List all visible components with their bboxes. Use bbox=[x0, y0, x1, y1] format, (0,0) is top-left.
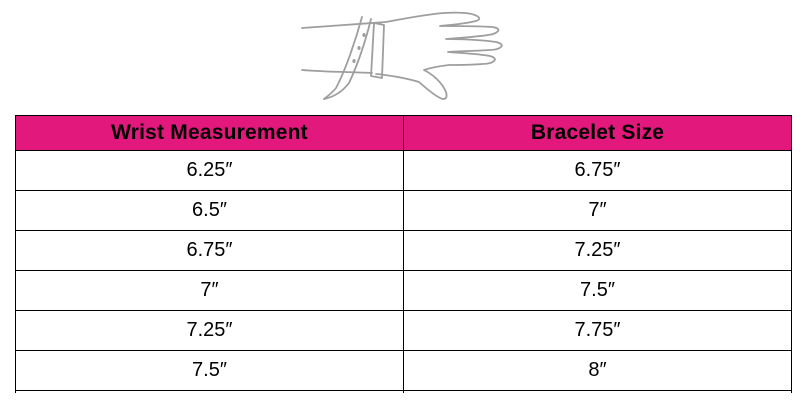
bracelet-size-table: Wrist Measurement Bracelet Size 6.25″ 6.… bbox=[15, 115, 792, 393]
bracelet-size-cell: 7.25″ bbox=[403, 230, 792, 271]
table-row: 6.5″ 7″ bbox=[15, 190, 792, 231]
table-header-row: Wrist Measurement Bracelet Size bbox=[15, 115, 792, 151]
bracelet-size-cell: 7.5″ bbox=[403, 270, 792, 311]
arm-outline bbox=[301, 21, 387, 74]
bracelet-size-cell: 6.75″ bbox=[403, 150, 792, 191]
hand-icon bbox=[375, 11, 503, 100]
bracelet-size-cell bbox=[403, 390, 792, 393]
bracelet-size-cell: 7.75″ bbox=[403, 310, 792, 351]
table-row: 7″ 7.5″ bbox=[15, 270, 792, 311]
wrist-measurement-cell bbox=[15, 390, 404, 393]
column-header-wrist-measurement: Wrist Measurement bbox=[15, 115, 404, 151]
table-row: 6.75″ 7.25″ bbox=[15, 230, 792, 271]
table-row: 7.25″ 7.75″ bbox=[15, 310, 792, 351]
wrist-measurement-illustration bbox=[301, 11, 503, 100]
wrist-measurement-cell: 7.25″ bbox=[15, 310, 404, 351]
bracelet-size-cell: 7″ bbox=[403, 190, 792, 231]
partial-table-row bbox=[15, 390, 792, 393]
measuring-tape-icon bbox=[323, 16, 385, 100]
table-row: 7.5″ 8″ bbox=[15, 350, 792, 391]
wrist-measurement-cell: 6.75″ bbox=[15, 230, 404, 271]
wrist-measurement-cell: 7.5″ bbox=[15, 350, 404, 391]
wrist-measurement-cell: 7″ bbox=[15, 270, 404, 311]
wrist-measurement-cell: 6.25″ bbox=[15, 150, 404, 191]
wrist-measurement-cell: 6.5″ bbox=[15, 190, 404, 231]
bracelet-size-cell: 8″ bbox=[403, 350, 792, 391]
column-header-bracelet-size: Bracelet Size bbox=[403, 115, 792, 151]
table-row: 6.25″ 6.75″ bbox=[15, 150, 792, 191]
